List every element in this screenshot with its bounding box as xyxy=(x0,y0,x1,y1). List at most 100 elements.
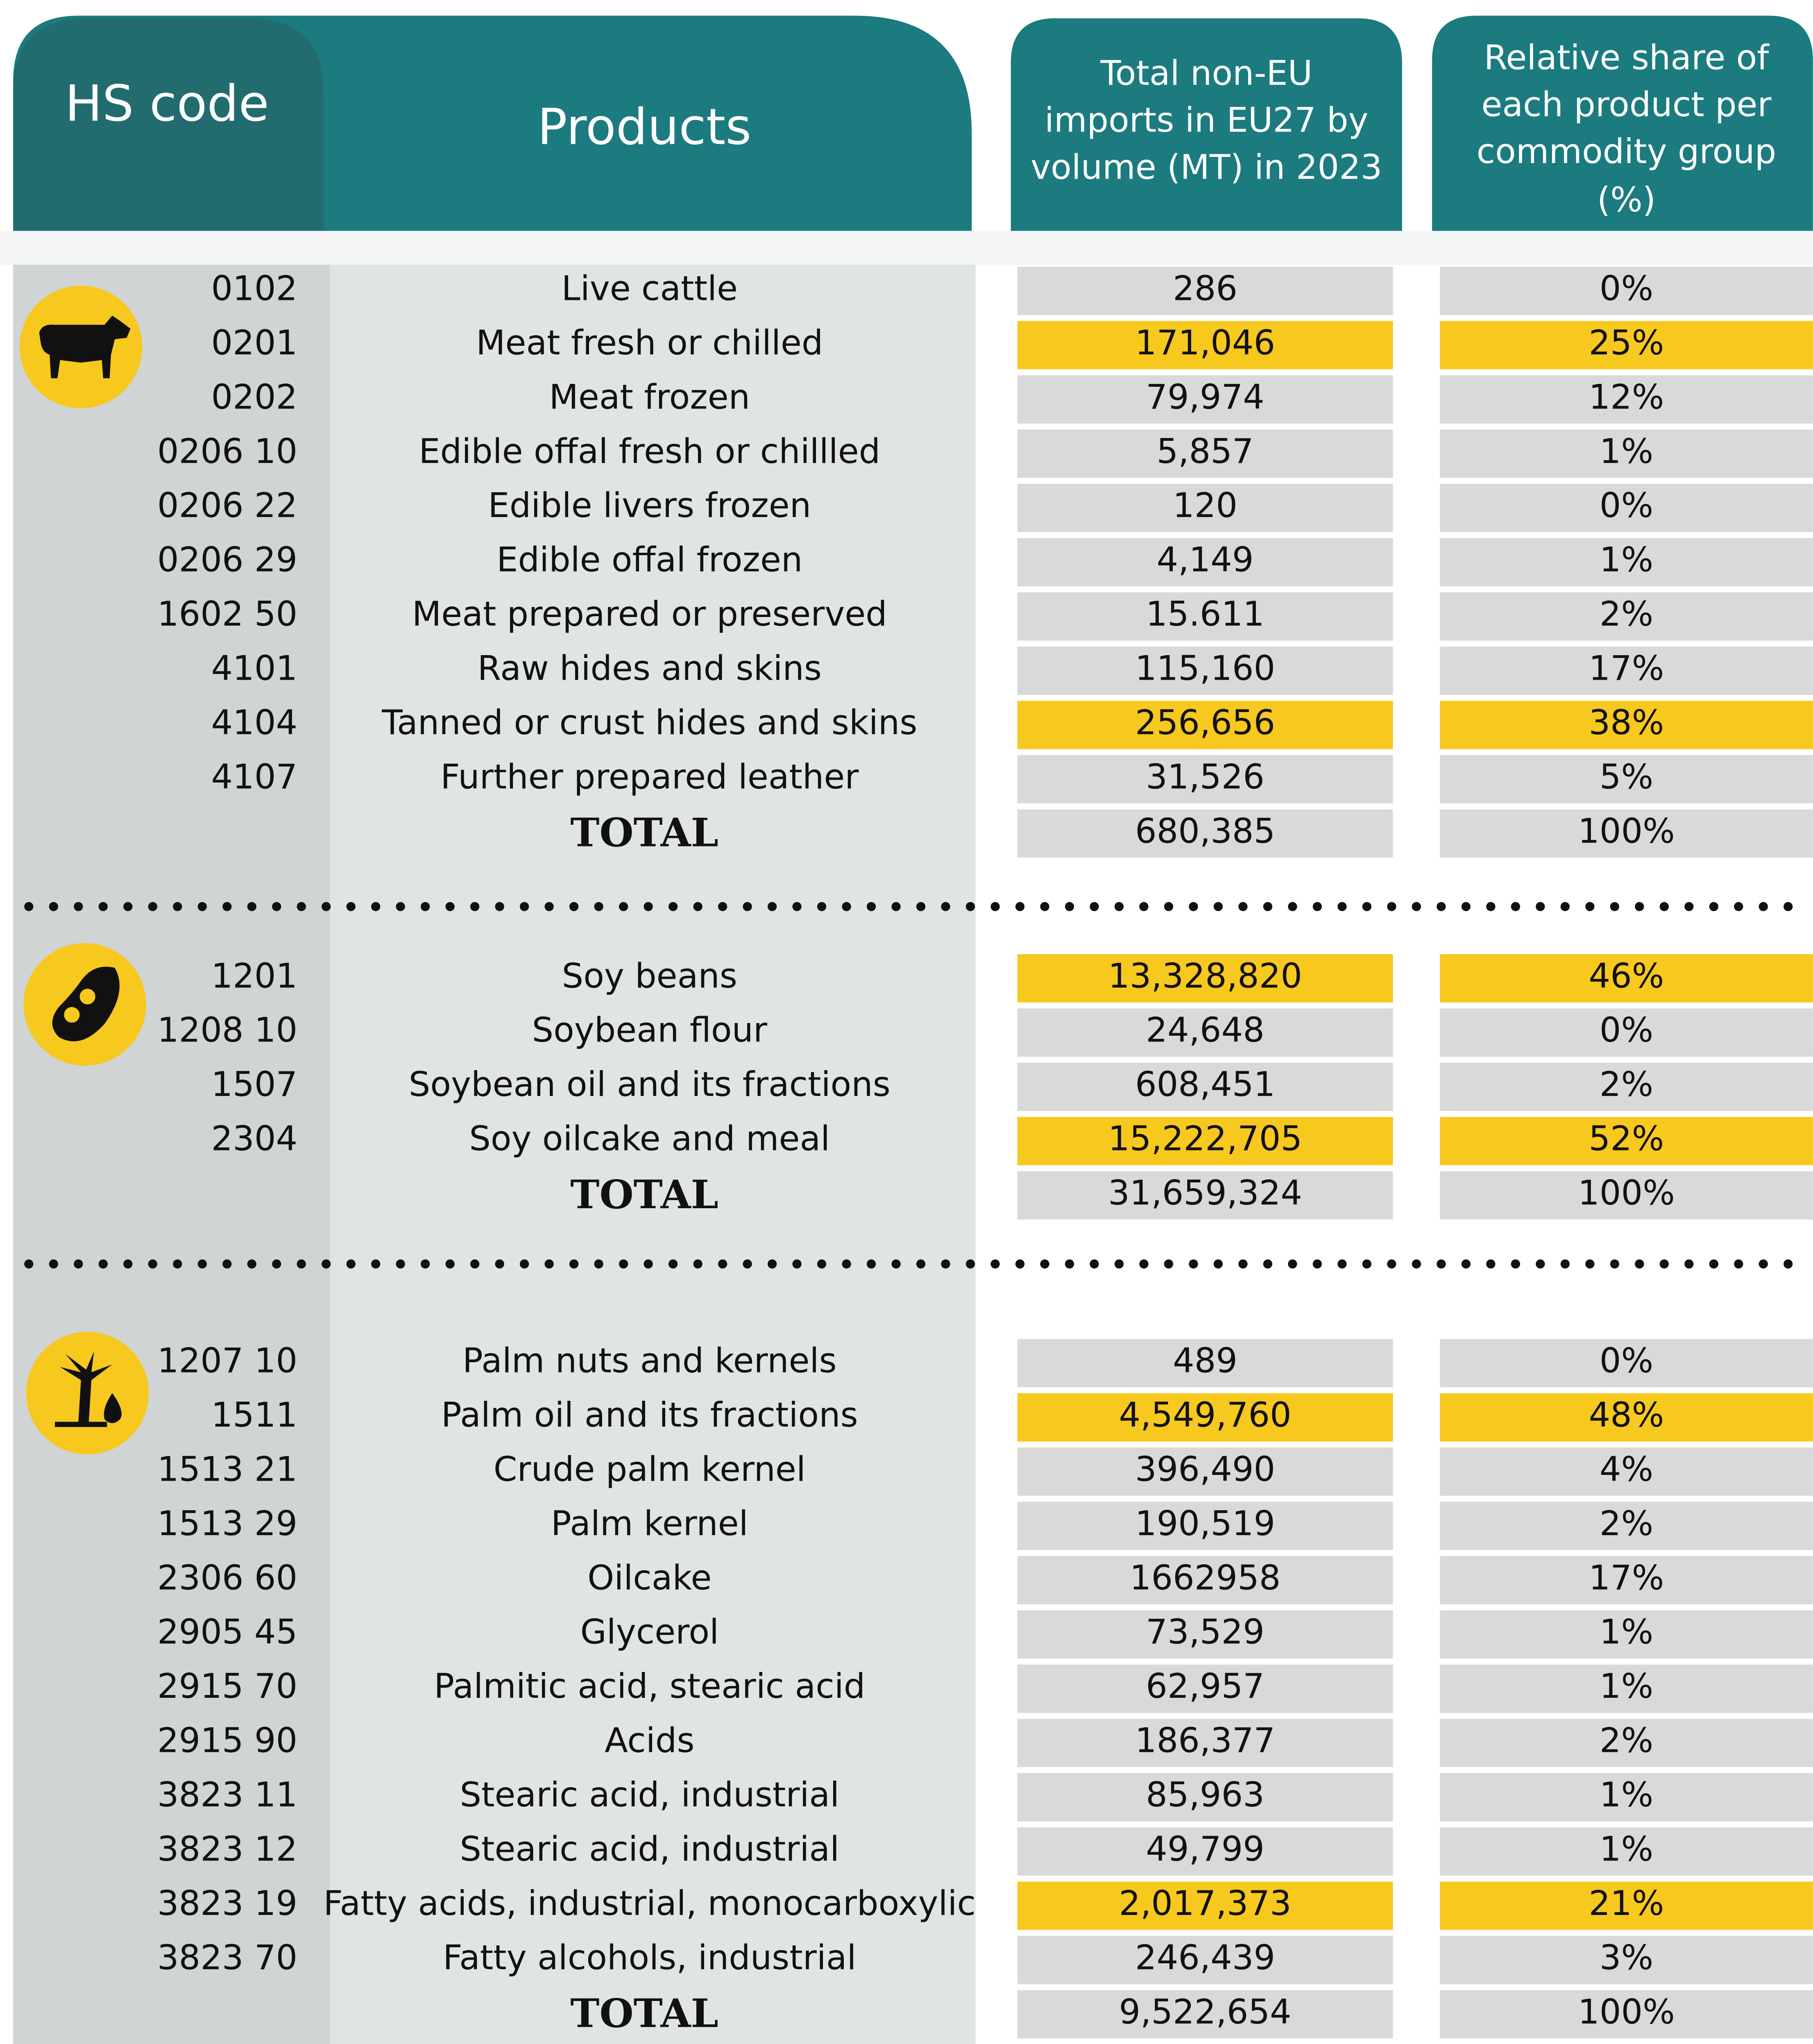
share-cell xyxy=(1440,1062,1813,1111)
volume-cell xyxy=(1017,1881,1393,1930)
share: 1% xyxy=(1600,1612,1653,1652)
share: 17% xyxy=(1589,1558,1664,1597)
share-cell xyxy=(1440,1117,1813,1166)
share: 12% xyxy=(1589,377,1664,417)
share-cell xyxy=(1440,1447,1813,1496)
share-cell xyxy=(1440,1393,1813,1442)
share-cell xyxy=(1440,1881,1813,1930)
share-cell xyxy=(1440,1610,1813,1659)
volume-cell xyxy=(1017,755,1393,803)
product: Tanned or crust hides and skins xyxy=(381,703,917,742)
volume-cell xyxy=(1017,375,1393,424)
volume-cell xyxy=(1017,1393,1393,1442)
volume: 4,149 xyxy=(1157,540,1254,580)
product: Raw hides and skins xyxy=(478,649,822,688)
hs-code: 1511 xyxy=(211,1395,298,1435)
share: 5% xyxy=(1600,757,1653,796)
volume-cell xyxy=(1017,1936,1393,1984)
volume: 115,160 xyxy=(1135,649,1275,688)
volume: 2,017,373 xyxy=(1119,1883,1291,1923)
header-gap xyxy=(0,231,1813,265)
volume-cell xyxy=(1017,701,1393,749)
volume-header: imports in EU27 by xyxy=(1045,100,1368,140)
share-header: commodity group xyxy=(1477,132,1777,171)
soy-icon xyxy=(23,943,146,1066)
share: 3% xyxy=(1600,1937,1653,1977)
hs-code: 0102 xyxy=(211,268,298,308)
product: Soybean oil and its fractions xyxy=(409,1064,891,1104)
volume: 246,439 xyxy=(1135,1937,1275,1977)
product: Further prepared leather xyxy=(440,757,859,796)
volume: 5,857 xyxy=(1157,431,1254,471)
share-cell xyxy=(1440,592,1813,641)
share: 52% xyxy=(1589,1119,1664,1159)
product: Palm oil and its fractions xyxy=(441,1395,858,1435)
volume-cell xyxy=(1017,1008,1393,1057)
product: Palm kernel xyxy=(551,1504,748,1543)
total-share: 100% xyxy=(1578,1992,1675,2032)
volume-cell xyxy=(1017,321,1393,370)
volume-cell xyxy=(1017,1339,1393,1387)
hs-code: 3823 12 xyxy=(157,1829,297,1869)
share: 46% xyxy=(1589,956,1664,996)
hs-code: 0206 29 xyxy=(157,540,297,580)
volume-header: volume (MT) in 2023 xyxy=(1031,147,1382,187)
hs-code: 1201 xyxy=(211,956,298,996)
volume: 15.611 xyxy=(1146,594,1265,634)
volume-cell xyxy=(1017,809,1393,858)
share-header: Relative share of xyxy=(1484,38,1770,77)
share-cell xyxy=(1440,809,1813,858)
volume-cell xyxy=(1017,1664,1393,1713)
volume: 4,549,760 xyxy=(1119,1395,1291,1435)
share-cell xyxy=(1440,1556,1813,1604)
hs-code: 1208 10 xyxy=(157,1010,297,1050)
volume: 186,377 xyxy=(1135,1721,1275,1760)
hs-code: 2915 70 xyxy=(157,1666,297,1706)
product: Fatty acids, industrial, monocarboxylic xyxy=(324,1883,976,1923)
total-share: 100% xyxy=(1578,811,1675,851)
volume-cell xyxy=(1017,954,1393,1003)
volume: 15,222,705 xyxy=(1108,1119,1302,1159)
total-volume: 31,659,324 xyxy=(1108,1173,1302,1213)
cattle-icon xyxy=(20,286,143,408)
share-cell xyxy=(1440,483,1813,532)
share-cell xyxy=(1440,1990,1813,2039)
hs-code: 2915 90 xyxy=(157,1721,297,1760)
hs-code: 0202 xyxy=(211,377,298,417)
volume: 1662958 xyxy=(1130,1558,1281,1597)
product: Soy beans xyxy=(562,956,737,996)
volume-cell xyxy=(1017,1990,1393,2039)
share: 2% xyxy=(1600,1721,1653,1760)
volume: 256,656 xyxy=(1135,703,1275,742)
hs-code: 1513 21 xyxy=(157,1449,297,1489)
product: Crude palm kernel xyxy=(494,1449,806,1489)
volume-cell xyxy=(1017,1062,1393,1111)
share: 1% xyxy=(1600,540,1653,580)
hs-code: 3823 11 xyxy=(157,1775,297,1815)
volume: 24,648 xyxy=(1146,1010,1265,1050)
hs-code: 0206 22 xyxy=(157,485,297,525)
share-cell xyxy=(1440,1171,1813,1220)
product: Live cattle xyxy=(562,268,738,308)
volume: 171,046 xyxy=(1135,323,1275,363)
volume: 79,974 xyxy=(1146,377,1265,417)
total-volume: 9,522,654 xyxy=(1119,1992,1291,2032)
product: Fatty alcohols, industrial xyxy=(443,1937,856,1977)
volume-header-bg xyxy=(1011,18,1402,231)
share: 0% xyxy=(1600,485,1653,525)
volume: 31,526 xyxy=(1146,757,1265,796)
hs-code: 2304 xyxy=(211,1119,298,1159)
share: 1% xyxy=(1600,1829,1653,1869)
volume-cell xyxy=(1017,267,1393,315)
share: 1% xyxy=(1600,431,1653,471)
share: 25% xyxy=(1589,323,1664,363)
hs-code: 0206 10 xyxy=(157,431,297,471)
share-cell xyxy=(1440,954,1813,1003)
volume: 13,328,820 xyxy=(1108,956,1302,996)
share-cell xyxy=(1440,647,1813,695)
share-cell xyxy=(1440,321,1813,370)
share: 1% xyxy=(1600,1775,1653,1815)
volume: 190,519 xyxy=(1135,1504,1275,1543)
hs-code: 2306 60 xyxy=(157,1558,297,1597)
volume: 286 xyxy=(1173,268,1237,308)
